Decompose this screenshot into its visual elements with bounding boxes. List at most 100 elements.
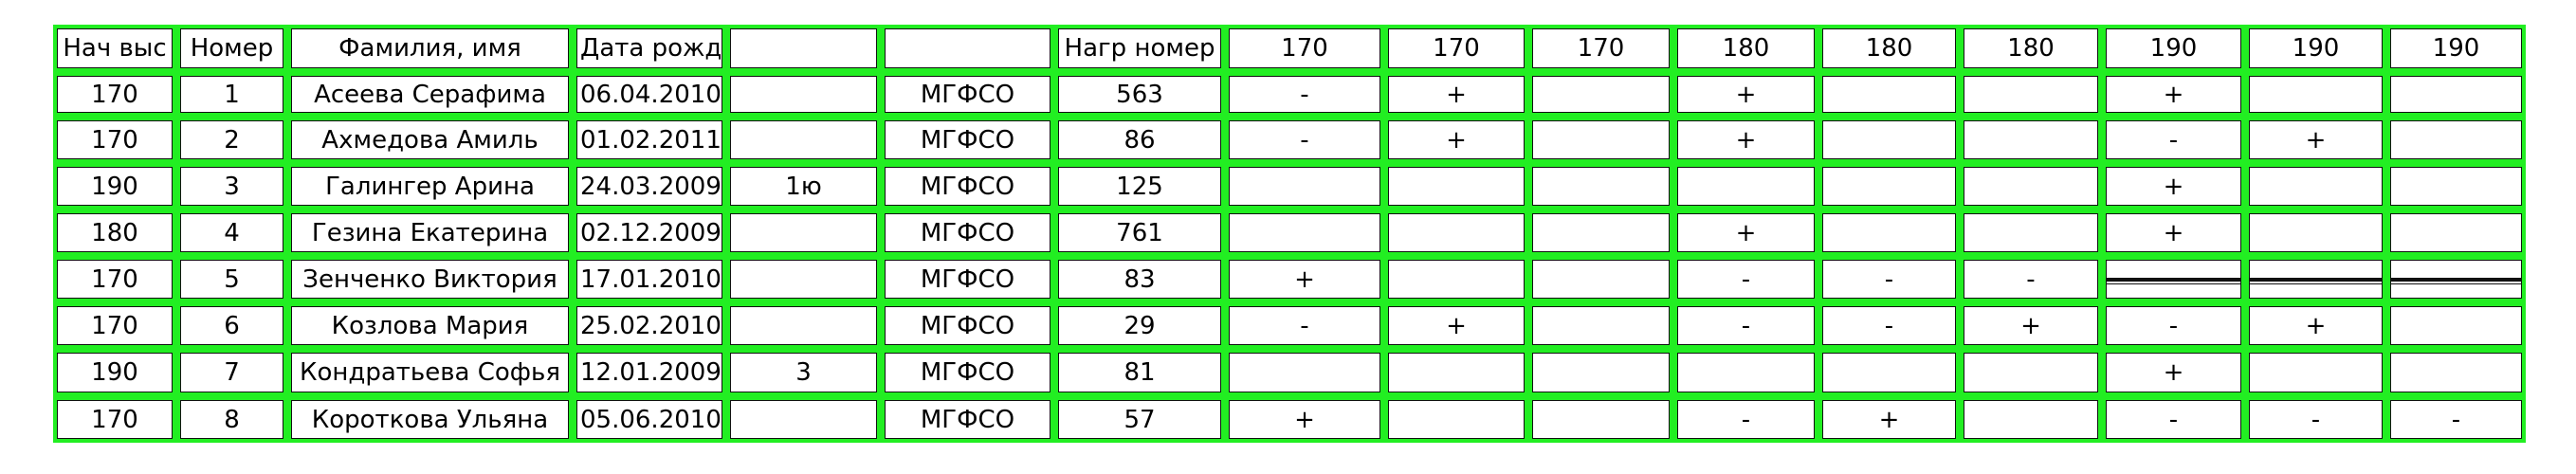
header-cell-h170-1[interactable]: 170: [1229, 28, 1380, 68]
table-cell-organizatsiya-r7[interactable]: МГФСО: [885, 353, 1050, 392]
table-cell-h170-3-r6[interactable]: [1532, 306, 1670, 345]
table-cell-h170-2-r8[interactable]: [1388, 400, 1525, 439]
header-cell-h170-2[interactable]: 170: [1388, 28, 1525, 68]
table-cell-h180-3-r4[interactable]: [1964, 213, 2098, 252]
table-cell-nomer-r4[interactable]: 4: [180, 213, 283, 252]
table-cell-h180-2-r5[interactable]: -: [1822, 260, 1956, 299]
table-cell-nomer-r8[interactable]: 8: [180, 400, 283, 439]
table-cell-familiya-imya-r8[interactable]: Короткова Ульяна: [291, 400, 569, 439]
table-cell-h180-1-r5[interactable]: -: [1677, 260, 1815, 299]
header-cell-h190-2[interactable]: 190: [2249, 28, 2383, 68]
table-cell-h190-3-r7[interactable]: [2390, 353, 2522, 392]
table-cell-h170-3-r5[interactable]: [1532, 260, 1670, 299]
table-cell-razryad-r3[interactable]: 1ю: [730, 167, 877, 206]
table-cell-h180-1-r8[interactable]: -: [1677, 400, 1815, 439]
table-cell-razryad-r7[interactable]: 3: [730, 353, 877, 392]
table-cell-organizatsiya-r8[interactable]: МГФСО: [885, 400, 1050, 439]
table-cell-h170-2-r2[interactable]: +: [1388, 120, 1525, 159]
table-cell-nagr-nomer-r6[interactable]: 29: [1058, 306, 1221, 345]
table-cell-data-rozhd-r3[interactable]: 24.03.2009: [576, 167, 722, 206]
header-cell-nagr-nomer[interactable]: Нагр номер: [1058, 28, 1221, 68]
table-cell-data-rozhd-r8[interactable]: 05.06.2010: [576, 400, 722, 439]
table-cell-nach-vys-r6[interactable]: 170: [57, 306, 173, 345]
table-cell-organizatsiya-r2[interactable]: МГФСО: [885, 120, 1050, 159]
table-cell-h180-2-r4[interactable]: [1822, 213, 1956, 252]
table-cell-h170-1-r1[interactable]: -: [1229, 76, 1380, 113]
header-cell-h180-3[interactable]: 180: [1964, 28, 2098, 68]
table-cell-h190-3-r8[interactable]: -: [2390, 400, 2522, 439]
table-cell-data-rozhd-r5[interactable]: 17.01.2010: [576, 260, 722, 299]
table-cell-h170-3-r8[interactable]: [1532, 400, 1670, 439]
table-cell-organizatsiya-r1[interactable]: МГФСО: [885, 76, 1050, 113]
table-cell-h190-1-r8[interactable]: -: [2106, 400, 2241, 439]
table-cell-h170-1-r3[interactable]: [1229, 167, 1380, 206]
table-cell-h190-1-r5[interactable]: [2106, 260, 2241, 299]
table-cell-h190-2-r1[interactable]: [2249, 76, 2383, 113]
table-cell-razryad-r4[interactable]: [730, 213, 877, 252]
header-cell-h170-3[interactable]: 170: [1532, 28, 1670, 68]
table-cell-h180-1-r6[interactable]: -: [1677, 306, 1815, 345]
table-cell-nagr-nomer-r3[interactable]: 125: [1058, 167, 1221, 206]
table-cell-h180-2-r7[interactable]: [1822, 353, 1956, 392]
table-cell-organizatsiya-r4[interactable]: МГФСО: [885, 213, 1050, 252]
table-cell-h170-1-r7[interactable]: [1229, 353, 1380, 392]
table-cell-h190-2-r5[interactable]: [2249, 260, 2383, 299]
table-cell-h170-3-r1[interactable]: [1532, 76, 1670, 113]
table-cell-h190-2-r3[interactable]: [2249, 167, 2383, 206]
table-cell-data-rozhd-r4[interactable]: 02.12.2009: [576, 213, 722, 252]
table-cell-razryad-r1[interactable]: [730, 76, 877, 113]
table-cell-h170-1-r6[interactable]: -: [1229, 306, 1380, 345]
table-cell-h190-3-r4[interactable]: [2390, 213, 2522, 252]
table-cell-nagr-nomer-r4[interactable]: 761: [1058, 213, 1221, 252]
table-cell-data-rozhd-r7[interactable]: 12.01.2009: [576, 353, 722, 392]
table-cell-h180-3-r3[interactable]: [1964, 167, 2098, 206]
table-cell-familiya-imya-r7[interactable]: Кондратьева Софья: [291, 353, 569, 392]
table-cell-h170-3-r7[interactable]: [1532, 353, 1670, 392]
table-cell-h190-1-r6[interactable]: -: [2106, 306, 2241, 345]
table-cell-nomer-r1[interactable]: 1: [180, 76, 283, 113]
table-cell-data-rozhd-r6[interactable]: 25.02.2010: [576, 306, 722, 345]
table-cell-h190-2-r6[interactable]: +: [2249, 306, 2383, 345]
table-cell-nach-vys-r3[interactable]: 190: [57, 167, 173, 206]
table-cell-h180-1-r2[interactable]: +: [1677, 120, 1815, 159]
table-cell-nomer-r3[interactable]: 3: [180, 167, 283, 206]
table-cell-data-rozhd-r2[interactable]: 01.02.2011: [576, 120, 722, 159]
table-cell-h190-2-r2[interactable]: +: [2249, 120, 2383, 159]
table-cell-h180-2-r6[interactable]: -: [1822, 306, 1956, 345]
table-cell-nomer-r7[interactable]: 7: [180, 353, 283, 392]
header-cell-h190-3[interactable]: 190: [2390, 28, 2522, 68]
table-cell-razryad-r6[interactable]: [730, 306, 877, 345]
table-cell-h190-2-r4[interactable]: [2249, 213, 2383, 252]
table-cell-nach-vys-r7[interactable]: 190: [57, 353, 173, 392]
table-cell-h180-2-r2[interactable]: [1822, 120, 1956, 159]
table-cell-familiya-imya-r4[interactable]: Гезина Екатерина: [291, 213, 569, 252]
table-cell-nomer-r6[interactable]: 6: [180, 306, 283, 345]
header-cell-h180-2[interactable]: 180: [1822, 28, 1956, 68]
table-cell-nomer-r2[interactable]: 2: [180, 120, 283, 159]
table-cell-h190-2-r7[interactable]: [2249, 353, 2383, 392]
table-cell-familiya-imya-r3[interactable]: Галингер Арина: [291, 167, 569, 206]
table-cell-h170-1-r8[interactable]: +: [1229, 400, 1380, 439]
table-cell-nagr-nomer-r5[interactable]: 83: [1058, 260, 1221, 299]
table-cell-h170-2-r1[interactable]: +: [1388, 76, 1525, 113]
table-cell-nomer-r5[interactable]: 5: [180, 260, 283, 299]
table-cell-razryad-r2[interactable]: [730, 120, 877, 159]
header-cell-razryad[interactable]: [730, 28, 877, 68]
table-cell-h170-2-r4[interactable]: [1388, 213, 1525, 252]
table-cell-razryad-r5[interactable]: [730, 260, 877, 299]
table-cell-h180-1-r4[interactable]: +: [1677, 213, 1815, 252]
header-cell-data-rozhd[interactable]: Дата рожд: [576, 28, 722, 68]
table-cell-organizatsiya-r3[interactable]: МГФСО: [885, 167, 1050, 206]
header-cell-familiya-imya[interactable]: Фамилия, имя: [291, 28, 569, 68]
header-cell-h180-1[interactable]: 180: [1677, 28, 1815, 68]
table-cell-h190-3-r2[interactable]: [2390, 120, 2522, 159]
table-cell-h190-1-r4[interactable]: +: [2106, 213, 2241, 252]
table-cell-h180-3-r2[interactable]: [1964, 120, 2098, 159]
header-cell-organizatsiya[interactable]: [885, 28, 1050, 68]
table-cell-h190-1-r7[interactable]: +: [2106, 353, 2241, 392]
table-cell-familiya-imya-r5[interactable]: Зенченко Виктория: [291, 260, 569, 299]
table-cell-h190-3-r3[interactable]: [2390, 167, 2522, 206]
table-cell-h190-1-r2[interactable]: -: [2106, 120, 2241, 159]
table-cell-familiya-imya-r2[interactable]: Ахмедова Амиль: [291, 120, 569, 159]
table-cell-h170-1-r4[interactable]: [1229, 213, 1380, 252]
